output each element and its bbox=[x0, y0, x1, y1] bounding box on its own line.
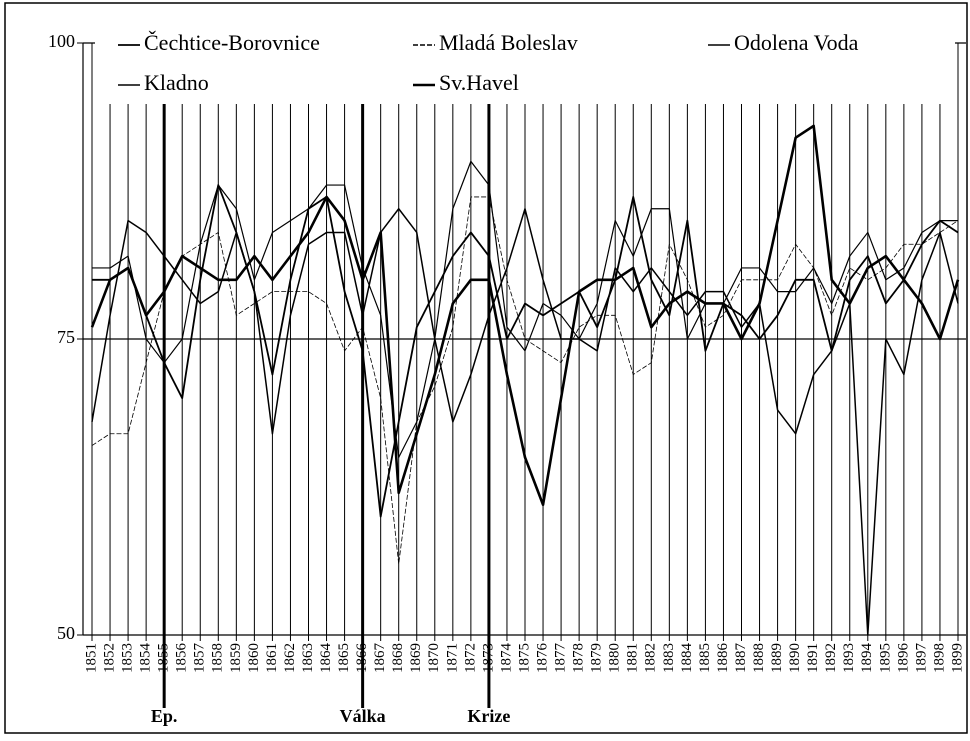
y-tick-label: 100 bbox=[48, 31, 75, 51]
annotation-label: Ep. bbox=[151, 706, 178, 726]
series-line bbox=[91, 208, 959, 636]
x-tick-label: 1892 bbox=[823, 643, 839, 673]
x-tick-label: 1896 bbox=[895, 643, 911, 674]
y-tick-label: 50 bbox=[57, 623, 75, 643]
x-tick-label: 1856 bbox=[174, 643, 190, 674]
x-tick-label: 1875 bbox=[516, 643, 532, 673]
x-tick-label: 1867 bbox=[372, 643, 388, 674]
series-line bbox=[90, 124, 960, 507]
x-tick-label: 1853 bbox=[120, 643, 136, 673]
x-tick-label: 1868 bbox=[390, 643, 406, 673]
legend-label: Čechtice-Borovnice bbox=[144, 30, 320, 55]
x-tick-label: 1897 bbox=[913, 643, 929, 674]
x-tick-label: 1876 bbox=[534, 643, 550, 674]
legend-label: Kladno bbox=[144, 70, 209, 95]
annotation-label: Válka bbox=[340, 706, 386, 726]
x-tick-label: 1889 bbox=[769, 643, 785, 673]
x-tick-label: 1859 bbox=[228, 643, 244, 673]
chart-border bbox=[4, 2, 968, 734]
x-tick-label: 1878 bbox=[571, 643, 587, 673]
x-tick-label: 1886 bbox=[715, 643, 731, 674]
x-tick-label: 1881 bbox=[625, 643, 641, 673]
x-tick-label: 1883 bbox=[661, 643, 677, 673]
x-tick-label: 1869 bbox=[408, 643, 424, 673]
x-tick-label: 1899 bbox=[949, 643, 965, 673]
x-tick-label: 1879 bbox=[589, 643, 605, 673]
x-tick-label: 1857 bbox=[192, 643, 208, 674]
x-tick-label: 1898 bbox=[931, 643, 947, 673]
legend-label: Sv.Havel bbox=[439, 70, 519, 95]
x-tick-label: 1871 bbox=[444, 643, 460, 673]
x-tick-label: 1863 bbox=[300, 643, 316, 673]
x-tick-label: 1890 bbox=[787, 643, 803, 673]
x-tick-label: 1880 bbox=[607, 643, 623, 673]
series-line bbox=[92, 160, 958, 458]
x-tick-label: 1874 bbox=[498, 643, 514, 674]
y-tick-label: 75 bbox=[57, 327, 75, 347]
x-tick-label: 1894 bbox=[859, 643, 875, 674]
x-tick-label: 1888 bbox=[751, 643, 767, 673]
x-tick-label: 1893 bbox=[841, 643, 857, 673]
x-tick-label: 1870 bbox=[426, 643, 442, 673]
x-tick-label: 1851 bbox=[83, 643, 99, 673]
x-tick-label: 1885 bbox=[697, 643, 713, 673]
legend-box bbox=[95, 28, 955, 104]
x-tick-label: 1864 bbox=[318, 643, 334, 674]
x-tick-label: 1887 bbox=[733, 643, 749, 674]
annotation-label: Krize bbox=[467, 706, 510, 726]
x-tick-label: 1884 bbox=[679, 643, 695, 674]
x-tick-label: 1895 bbox=[877, 643, 893, 673]
x-tick-label: 1891 bbox=[805, 643, 821, 673]
x-tick-label: 1862 bbox=[282, 643, 298, 673]
x-tick-label: 1865 bbox=[336, 643, 352, 673]
x-tick-label: 1872 bbox=[462, 643, 478, 673]
x-tick-label: 1877 bbox=[553, 643, 569, 674]
x-tick-label: 1854 bbox=[138, 643, 154, 674]
x-tick-label: 1882 bbox=[643, 643, 659, 673]
legend-label: Mladá Boleslav bbox=[439, 30, 578, 55]
x-tick-label: 1852 bbox=[101, 643, 117, 673]
x-tick-label: 1860 bbox=[246, 643, 262, 673]
x-tick-label: 1861 bbox=[264, 643, 280, 673]
legend-label: Odolena Voda bbox=[734, 30, 859, 55]
x-tick-label: 1858 bbox=[210, 643, 226, 673]
